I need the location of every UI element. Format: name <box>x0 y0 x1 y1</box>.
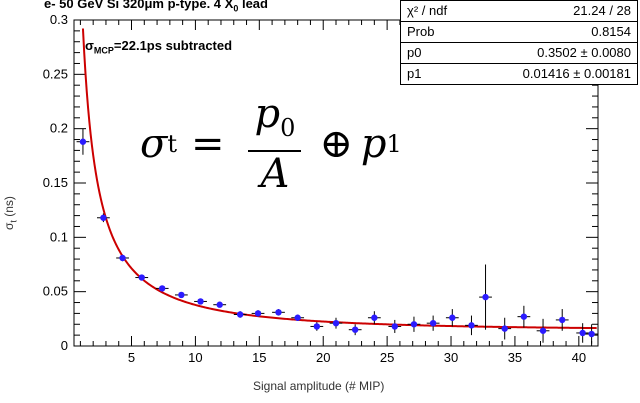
x-tick-label: 15 <box>252 350 266 365</box>
data-point <box>314 323 320 329</box>
data-point <box>502 325 508 331</box>
data-point <box>139 274 145 280</box>
y-tick-label: 0 <box>61 338 68 353</box>
data-point <box>333 320 339 326</box>
x-tick-label: 20 <box>316 350 330 365</box>
mcp-annotation: σMCP=22.1ps subtracted <box>85 38 232 56</box>
y-tick-label: 0.25 <box>43 66 68 81</box>
data-point <box>468 322 474 328</box>
chart-title: e- 50 GeV Si 320μm p-type. 4 X0 lead <box>44 0 268 14</box>
y-tick-label: 0.05 <box>43 284 68 299</box>
y-tick-label: 0.1 <box>50 229 68 244</box>
y-axis-label: σt (ns) <box>2 196 18 230</box>
data-point <box>119 255 125 261</box>
stats-row: Prob 0.8154 <box>401 21 637 42</box>
data-point <box>352 327 358 333</box>
data-point <box>80 139 86 145</box>
data-point <box>159 285 165 291</box>
data-point <box>371 315 377 321</box>
y-tick-label: 0.15 <box>43 175 68 190</box>
x-tick-label: 40 <box>572 350 586 365</box>
data-point <box>216 302 222 308</box>
data-point <box>392 323 398 329</box>
data-point <box>100 215 106 221</box>
x-tick-label: 25 <box>380 350 394 365</box>
data-point <box>579 330 585 336</box>
stats-row: p0 0.3502 ± 0.0080 <box>401 42 637 63</box>
data-point <box>178 292 184 298</box>
data-point <box>294 315 300 321</box>
data-point <box>411 321 417 327</box>
data-point <box>275 309 281 315</box>
x-tick-label: 35 <box>508 350 522 365</box>
data-point <box>482 294 488 300</box>
data-point <box>449 315 455 321</box>
data-point <box>540 328 546 334</box>
fit-stats-box: χ² / ndf 21.24 / 28 Prob 0.8154 p0 0.3502 ±… <box>400 0 638 85</box>
x-axis-label: Signal amplitude (# MIP) <box>253 379 384 393</box>
data-point <box>197 298 203 304</box>
x-tick-label: 5 <box>128 350 135 365</box>
y-tick-label: 0.2 <box>50 121 68 136</box>
y-tick-label: 0.3 <box>50 12 68 27</box>
data-point <box>559 317 565 323</box>
data-point <box>588 331 594 337</box>
stats-row: χ² / ndf 21.24 / 28 <box>401 1 637 21</box>
data-point <box>521 313 527 319</box>
x-tick-label: 30 <box>444 350 458 365</box>
data-point <box>237 311 243 317</box>
x-tick-label: 10 <box>188 350 202 365</box>
data-point <box>255 310 261 316</box>
stats-row: p1 0.01416 ± 0.00181 <box>401 63 637 84</box>
data-point <box>430 320 436 326</box>
